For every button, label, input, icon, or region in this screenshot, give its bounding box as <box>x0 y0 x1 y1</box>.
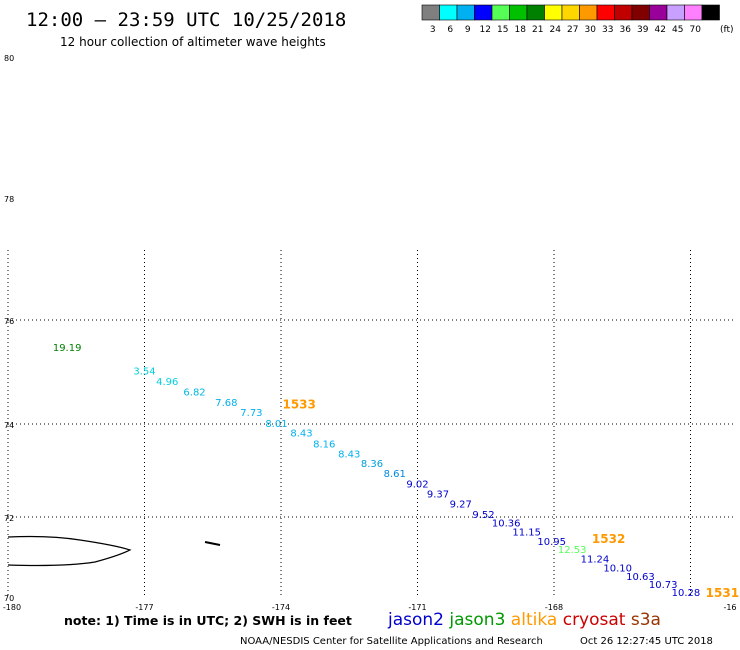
swh-value-label: 9.37 <box>427 489 449 500</box>
x-tick-label: -180 <box>3 603 21 612</box>
swh-value-label: 3.54 <box>133 367 155 378</box>
legend-swatch <box>596 4 615 21</box>
legend-label: 12 <box>480 25 491 35</box>
swh-value-label: 11.24 <box>581 555 610 566</box>
x-tick-label: -168 <box>545 603 563 612</box>
swh-value-label: 10.10 <box>603 563 632 574</box>
legend-swatch <box>474 4 493 21</box>
y-tick-label: 78 <box>4 195 14 204</box>
timestamp-text: Oct 26 12:27:45 UTC 2018 <box>580 636 713 647</box>
legend-label: 36 <box>620 25 632 35</box>
footer-note: note: 1) Time is in UTC; 2) SWH is in fe… <box>64 613 352 628</box>
legend-unit: (ft) <box>720 25 734 35</box>
pass-number-label: 1531 <box>706 586 739 600</box>
legend-swatch <box>439 4 458 21</box>
legend-label: 6 <box>447 25 453 35</box>
swh-value-label: 10.28 <box>672 588 701 599</box>
legend-swatch <box>421 4 440 21</box>
x-tick-label: -177 <box>135 603 153 612</box>
legend-label: 39 <box>637 25 649 35</box>
legend-label: 33 <box>602 25 613 35</box>
y-tick-label: 76 <box>4 317 14 326</box>
legend-label: 24 <box>550 25 562 35</box>
legend-label: 3 <box>430 25 436 35</box>
legend-label: 70 <box>690 25 702 35</box>
x-axis-labels: -180 -177 -174 -171 -168 -16 <box>3 603 737 612</box>
swh-value-label: 8.43 <box>338 449 360 460</box>
satellite-name-s3a: s3a <box>625 610 661 630</box>
coastline <box>7 535 221 567</box>
swh-value-label: 7.68 <box>215 398 237 409</box>
coastline-mainland <box>7 535 132 567</box>
y-tick-label: 70 <box>4 594 14 603</box>
swh-value-label: 19.19 <box>53 343 82 354</box>
legend-swatch <box>561 4 580 21</box>
swh-value-label: 10.63 <box>626 572 655 583</box>
credit-text: NOAA/NESDIS Center for Satellite Applica… <box>240 636 543 647</box>
swh-value-label: 10.95 <box>537 537 566 548</box>
y-axis-labels: 70 72 74 76 78 80 <box>4 54 14 603</box>
legend-swatch <box>649 4 668 21</box>
pass-labels: 1533 1532 1531 <box>282 397 739 600</box>
plot-area: 70 72 74 76 78 80 -180 -177 -174 -171 -168 -16 19.… <box>3 54 739 612</box>
legend-label: 18 <box>515 25 527 35</box>
x-tick-label: -171 <box>408 603 426 612</box>
swh-value-label: 8.01 <box>265 419 287 430</box>
satellite-name-jason3: jason3 <box>444 610 505 630</box>
pass-number-label: 1532 <box>592 532 625 546</box>
swh-value-label: 4.96 <box>156 377 178 388</box>
swh-value-label: 9.27 <box>450 500 472 511</box>
legend-label: 42 <box>655 25 666 35</box>
legend-label: 21 <box>532 25 543 35</box>
legend-swatch <box>526 4 545 21</box>
pass-number-label: 1533 <box>282 397 315 411</box>
satellite-name-jason2: jason2 <box>387 610 444 630</box>
swh-value-label: 10.36 <box>492 519 521 530</box>
y-tick-label: 80 <box>4 54 14 63</box>
grid-lines <box>7 250 736 597</box>
y-tick-label: 74 <box>4 421 14 430</box>
map-title: 12:00 – 23:59 UTC 10/25/2018 <box>26 9 346 31</box>
color-legend: 3 6 9 12 15 18 21 24 27 30 33 36 39 42 45 70 (ft) <box>421 4 734 35</box>
map-subtitle: 12 hour collection of altimeter wave hei… <box>60 35 326 49</box>
legend-swatch <box>544 4 563 21</box>
swh-value-label: 8.43 <box>290 429 312 440</box>
swh-value-label: 9.52 <box>472 510 494 521</box>
y-tick-label: 72 <box>4 514 14 523</box>
swh-value-label: 9.02 <box>406 480 428 491</box>
x-tick-label: -16 <box>723 603 736 612</box>
legend-label: 30 <box>585 25 597 35</box>
legend-label: 27 <box>567 25 578 35</box>
legend-swatch <box>684 4 703 21</box>
legend-swatch <box>614 4 633 21</box>
data-points: 19.193.544.966.827.687.738.018.438.168.4… <box>53 343 700 599</box>
coastline-islet <box>204 541 221 546</box>
satellite-name-cryosat: cryosat <box>557 610 625 630</box>
legend-swatch <box>456 4 475 21</box>
legend-label: 15 <box>497 25 508 35</box>
legend-swatch <box>491 4 510 21</box>
legend-swatch <box>666 4 685 21</box>
legend-swatch <box>631 4 650 21</box>
swh-value-label: 8.36 <box>361 459 383 470</box>
swh-value-label: 7.73 <box>240 408 262 419</box>
swh-value-label: 11.15 <box>512 527 541 538</box>
swh-value-label: 8.16 <box>313 439 335 450</box>
satellite-legend: jason2 jason3 altika cryosat s3a <box>387 610 661 630</box>
legend-swatch <box>509 4 528 21</box>
swh-value-label: 12.53 <box>558 545 587 556</box>
legend-label: 9 <box>465 25 471 35</box>
swh-value-label: 10.73 <box>649 580 678 591</box>
legend-swatch <box>579 4 598 21</box>
legend-label: 45 <box>672 25 683 35</box>
x-tick-label: -174 <box>272 603 290 612</box>
satellite-name-altika: altika <box>505 610 557 630</box>
swh-value-label: 6.82 <box>183 387 205 398</box>
swh-value-label: 8.61 <box>384 469 406 480</box>
legend-swatch <box>701 4 720 21</box>
